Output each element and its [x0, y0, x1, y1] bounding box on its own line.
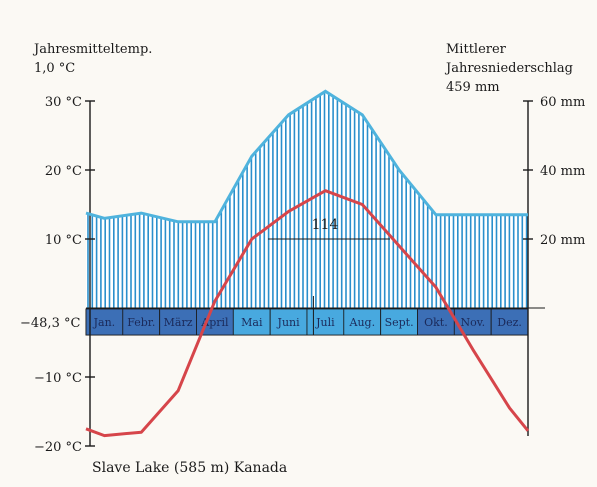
- annual-mean-temp-value: 1,0 °C: [34, 61, 75, 76]
- axis-ticks: 30 °C 20 °C 10 °C −10 °C −20 °C 20 mm 40 mm 60 …: [34, 95, 585, 455]
- month-cell: [159, 308, 197, 336]
- month-label: Dez.: [497, 316, 522, 329]
- temperature-tick-label: −20 °C: [34, 440, 82, 455]
- month-label: Nov.: [460, 316, 485, 329]
- temperature-tick-label: −10 °C: [34, 371, 82, 386]
- month-label: Jan.: [93, 316, 116, 329]
- month-cell: [417, 308, 455, 336]
- temperature-tick-label: 30 °C: [45, 95, 82, 110]
- month-label: Mai: [241, 316, 263, 329]
- annual-precip-title-1: Mittlerer: [446, 42, 507, 57]
- temperature-tick-label: 10 °C: [45, 233, 82, 248]
- month-band: Jan. Febr. März April Mai Juni Juli Aug. Sept. Ok…: [85, 308, 529, 336]
- absolute-min-temp-label: −48,3 °C: [20, 316, 80, 331]
- annual-mean-temp-title: Jahresmitteltemp.: [32, 42, 152, 57]
- month-label: Aug.: [349, 316, 376, 329]
- precipitation-tick-label: 40 mm: [540, 164, 585, 179]
- month-cell: [490, 308, 529, 336]
- month-label: März: [164, 316, 193, 329]
- axes: [86, 101, 545, 446]
- month-cell: [232, 308, 271, 336]
- peak-annotation-label: 114: [312, 217, 339, 233]
- temperature-line: [85, 189, 530, 438]
- month-label: Sept.: [385, 316, 414, 329]
- month-label: Okt.: [424, 316, 448, 329]
- temperature-tick-label: 20 °C: [45, 164, 82, 179]
- station-caption: Slave Lake (585 m) Kanada: [92, 460, 287, 476]
- month-label: Juni: [277, 316, 301, 329]
- month-cell: [85, 308, 124, 336]
- annual-precip-value: 459 mm: [446, 80, 500, 95]
- precipitation-line: [85, 89, 528, 224]
- precipitation-tick-label: 20 mm: [540, 233, 585, 248]
- month-cell: [343, 308, 381, 336]
- precipitation-tick-label: 60 mm: [540, 95, 585, 110]
- annual-precip-title-2: Jahresniederschlag: [444, 61, 573, 76]
- month-cell: [122, 308, 161, 336]
- month-cell: [380, 308, 418, 336]
- month-label: Febr.: [127, 316, 155, 329]
- month-label: Juli: [315, 316, 335, 329]
